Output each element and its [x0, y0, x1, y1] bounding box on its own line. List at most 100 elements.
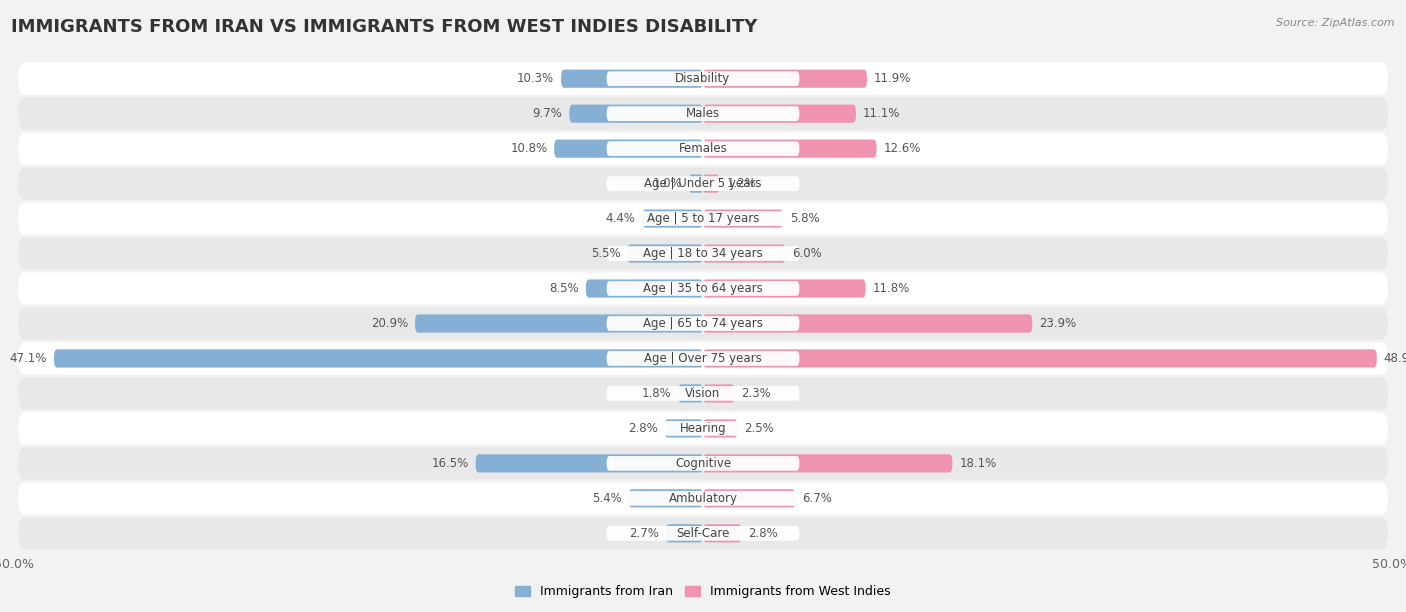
- FancyBboxPatch shape: [606, 72, 800, 86]
- Text: Age | Under 5 years: Age | Under 5 years: [644, 177, 762, 190]
- Text: 11.9%: 11.9%: [875, 72, 911, 85]
- Text: IMMIGRANTS FROM IRAN VS IMMIGRANTS FROM WEST INDIES DISABILITY: IMMIGRANTS FROM IRAN VS IMMIGRANTS FROM …: [11, 18, 758, 36]
- FancyBboxPatch shape: [569, 105, 703, 123]
- Text: 1.2%: 1.2%: [727, 177, 756, 190]
- Text: 12.6%: 12.6%: [883, 142, 921, 155]
- Text: Ambulatory: Ambulatory: [668, 492, 738, 505]
- FancyBboxPatch shape: [703, 489, 796, 507]
- FancyBboxPatch shape: [606, 526, 800, 540]
- Text: Age | 35 to 64 years: Age | 35 to 64 years: [643, 282, 763, 295]
- FancyBboxPatch shape: [415, 315, 703, 332]
- FancyBboxPatch shape: [475, 454, 703, 472]
- FancyBboxPatch shape: [703, 140, 876, 158]
- FancyBboxPatch shape: [703, 454, 952, 472]
- Text: Males: Males: [686, 107, 720, 120]
- Text: 6.7%: 6.7%: [803, 492, 832, 505]
- FancyBboxPatch shape: [627, 244, 703, 263]
- Text: 47.1%: 47.1%: [10, 352, 48, 365]
- FancyBboxPatch shape: [689, 174, 703, 193]
- FancyBboxPatch shape: [18, 272, 1388, 305]
- FancyBboxPatch shape: [703, 384, 735, 403]
- FancyBboxPatch shape: [703, 315, 1032, 332]
- Text: Disability: Disability: [675, 72, 731, 85]
- Text: Cognitive: Cognitive: [675, 457, 731, 470]
- FancyBboxPatch shape: [606, 246, 800, 261]
- Text: Hearing: Hearing: [679, 422, 727, 435]
- FancyBboxPatch shape: [703, 524, 741, 542]
- Text: 1.0%: 1.0%: [652, 177, 682, 190]
- Text: Self-Care: Self-Care: [676, 527, 730, 540]
- FancyBboxPatch shape: [606, 421, 800, 436]
- Text: 6.0%: 6.0%: [793, 247, 823, 260]
- FancyBboxPatch shape: [703, 349, 1376, 368]
- Text: 5.4%: 5.4%: [592, 492, 621, 505]
- FancyBboxPatch shape: [643, 209, 703, 228]
- FancyBboxPatch shape: [554, 140, 703, 158]
- Text: 18.1%: 18.1%: [959, 457, 997, 470]
- FancyBboxPatch shape: [18, 378, 1388, 409]
- Text: Age | 5 to 17 years: Age | 5 to 17 years: [647, 212, 759, 225]
- FancyBboxPatch shape: [18, 412, 1388, 444]
- FancyBboxPatch shape: [666, 524, 703, 542]
- FancyBboxPatch shape: [18, 237, 1388, 270]
- FancyBboxPatch shape: [18, 517, 1388, 550]
- Text: 11.8%: 11.8%: [873, 282, 910, 295]
- FancyBboxPatch shape: [703, 105, 856, 123]
- Text: 2.5%: 2.5%: [744, 422, 775, 435]
- FancyBboxPatch shape: [606, 386, 800, 401]
- Text: 5.8%: 5.8%: [790, 212, 820, 225]
- Text: 1.8%: 1.8%: [641, 387, 671, 400]
- FancyBboxPatch shape: [606, 491, 800, 506]
- Text: 5.5%: 5.5%: [591, 247, 620, 260]
- Text: Age | Over 75 years: Age | Over 75 years: [644, 352, 762, 365]
- FancyBboxPatch shape: [628, 489, 703, 507]
- Text: 16.5%: 16.5%: [432, 457, 468, 470]
- FancyBboxPatch shape: [561, 70, 703, 88]
- FancyBboxPatch shape: [703, 174, 720, 193]
- FancyBboxPatch shape: [586, 280, 703, 297]
- FancyBboxPatch shape: [18, 342, 1388, 375]
- FancyBboxPatch shape: [703, 70, 868, 88]
- FancyBboxPatch shape: [606, 351, 800, 366]
- FancyBboxPatch shape: [606, 106, 800, 121]
- FancyBboxPatch shape: [18, 168, 1388, 200]
- FancyBboxPatch shape: [18, 133, 1388, 165]
- FancyBboxPatch shape: [18, 203, 1388, 234]
- FancyBboxPatch shape: [606, 316, 800, 331]
- Text: 8.5%: 8.5%: [550, 282, 579, 295]
- Text: 11.1%: 11.1%: [863, 107, 900, 120]
- Text: 4.4%: 4.4%: [606, 212, 636, 225]
- Text: 2.3%: 2.3%: [741, 387, 772, 400]
- FancyBboxPatch shape: [703, 244, 786, 263]
- FancyBboxPatch shape: [18, 447, 1388, 479]
- FancyBboxPatch shape: [606, 456, 800, 471]
- FancyBboxPatch shape: [18, 482, 1388, 515]
- FancyBboxPatch shape: [53, 349, 703, 368]
- FancyBboxPatch shape: [606, 141, 800, 156]
- FancyBboxPatch shape: [18, 307, 1388, 340]
- Text: Age | 65 to 74 years: Age | 65 to 74 years: [643, 317, 763, 330]
- Legend: Immigrants from Iran, Immigrants from West Indies: Immigrants from Iran, Immigrants from We…: [510, 580, 896, 603]
- FancyBboxPatch shape: [606, 211, 800, 226]
- FancyBboxPatch shape: [606, 281, 800, 296]
- FancyBboxPatch shape: [18, 62, 1388, 95]
- FancyBboxPatch shape: [703, 280, 866, 297]
- FancyBboxPatch shape: [703, 419, 738, 438]
- FancyBboxPatch shape: [606, 176, 800, 191]
- FancyBboxPatch shape: [703, 209, 783, 228]
- Text: Source: ZipAtlas.com: Source: ZipAtlas.com: [1277, 18, 1395, 28]
- Text: 23.9%: 23.9%: [1039, 317, 1077, 330]
- Text: 2.8%: 2.8%: [628, 422, 658, 435]
- Text: Vision: Vision: [685, 387, 721, 400]
- FancyBboxPatch shape: [18, 97, 1388, 130]
- Text: Age | 18 to 34 years: Age | 18 to 34 years: [643, 247, 763, 260]
- Text: Females: Females: [679, 142, 727, 155]
- Text: 2.8%: 2.8%: [748, 527, 778, 540]
- Text: 9.7%: 9.7%: [533, 107, 562, 120]
- Text: 10.8%: 10.8%: [510, 142, 547, 155]
- FancyBboxPatch shape: [678, 384, 703, 403]
- Text: 2.7%: 2.7%: [628, 527, 659, 540]
- Text: 48.9%: 48.9%: [1384, 352, 1406, 365]
- Text: 10.3%: 10.3%: [517, 72, 554, 85]
- Text: 20.9%: 20.9%: [371, 317, 408, 330]
